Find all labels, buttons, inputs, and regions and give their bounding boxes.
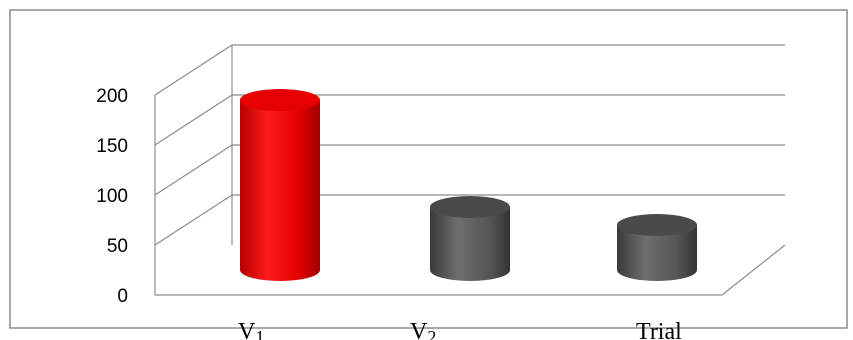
- bar-trial: [617, 214, 697, 281]
- floor-right-edge: [721, 244, 786, 296]
- bar-top: [617, 214, 697, 236]
- y-tick-label: 150: [96, 136, 128, 157]
- gridline-side: [154, 144, 233, 196]
- bars: [240, 89, 697, 281]
- bar-v1: [240, 89, 320, 281]
- bar-v2: [430, 196, 510, 281]
- bar-body: [617, 225, 697, 281]
- bar-body: [430, 207, 510, 281]
- gridlines: [154, 44, 785, 246]
- gridline-side: [154, 194, 233, 246]
- chart-frame: [9, 9, 848, 329]
- bar-body: [240, 100, 320, 281]
- x-tick-labels: V1 V2 Trial: [238, 319, 682, 340]
- category-label: V2: [410, 319, 436, 340]
- y-tick-labels: 0 50 100 150 200: [96, 86, 128, 307]
- category-label: Trial: [636, 319, 682, 340]
- y-tick-label: 50: [107, 236, 128, 257]
- bar-top: [430, 196, 510, 218]
- category-label: V1: [238, 319, 264, 340]
- bar-top: [240, 89, 320, 111]
- y-tick-label: 200: [96, 86, 128, 107]
- gridline-side: [154, 94, 233, 146]
- gridline-side: [154, 44, 233, 96]
- y-tick-label: 100: [96, 186, 128, 207]
- y-tick-label: 0: [117, 286, 128, 307]
